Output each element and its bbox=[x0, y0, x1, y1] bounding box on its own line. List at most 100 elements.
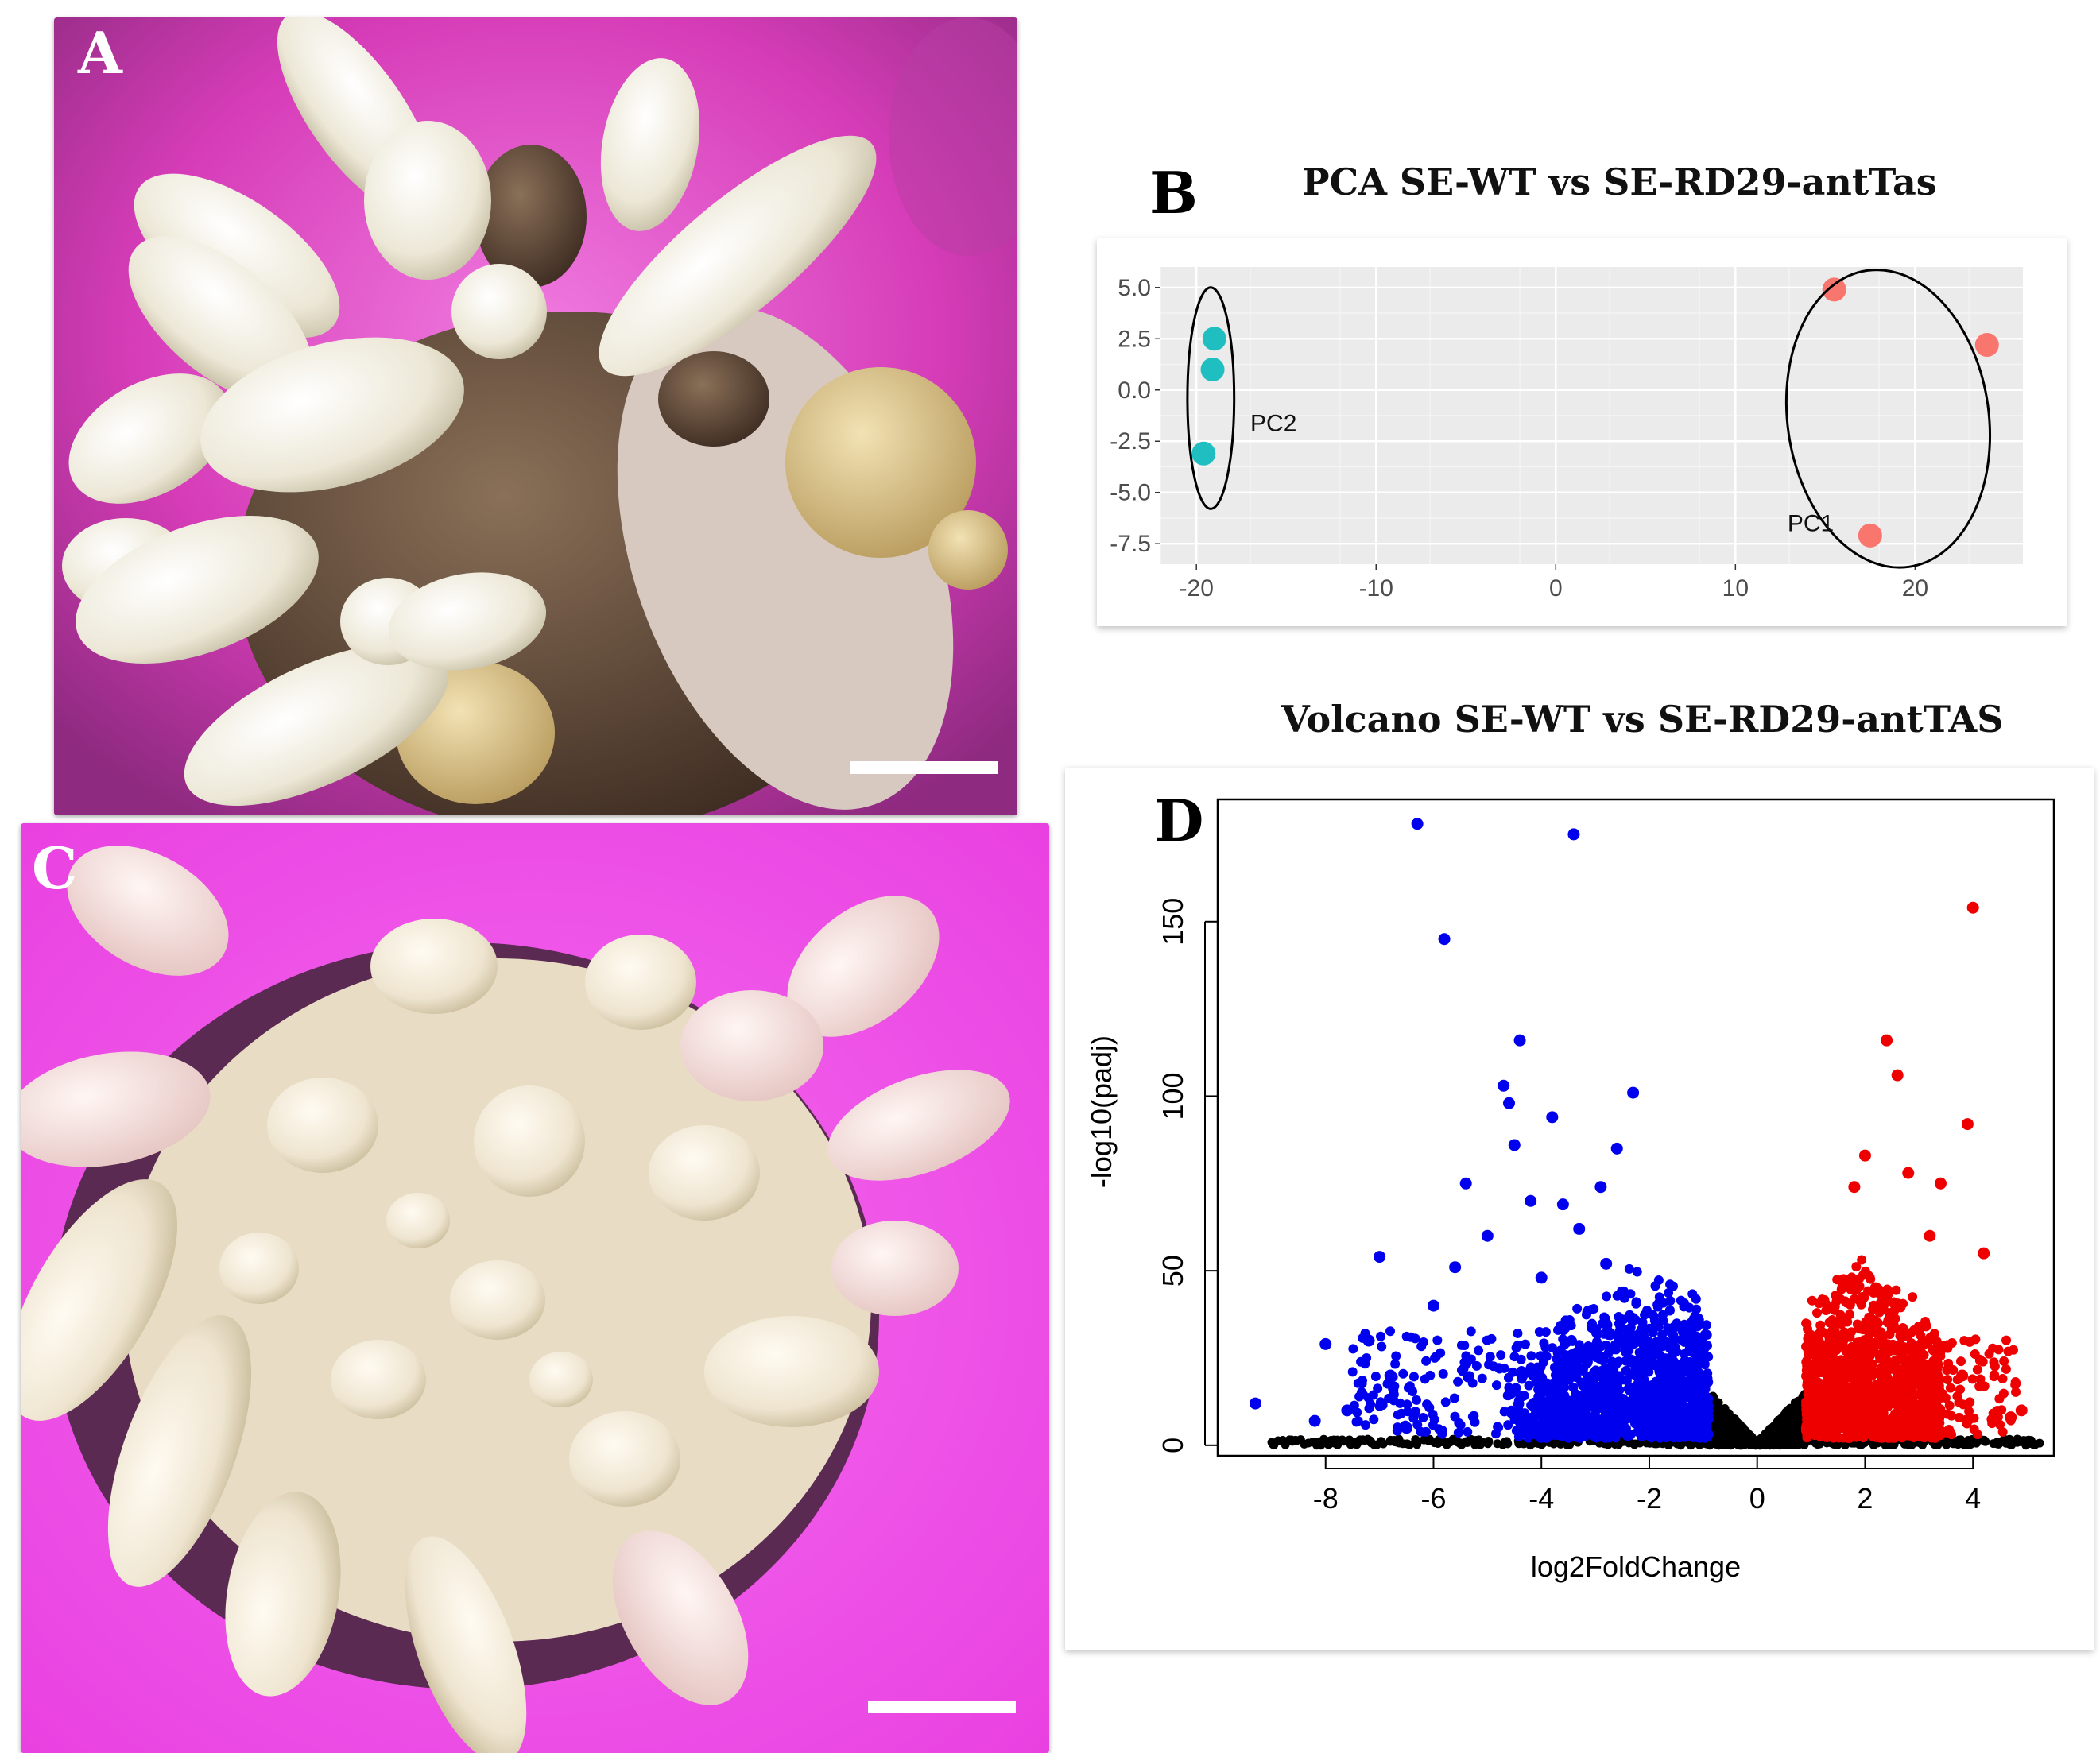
volcano-point-down bbox=[1374, 1401, 1385, 1411]
volcano-point-down bbox=[1481, 1229, 1494, 1242]
volcano-point-down bbox=[1614, 1318, 1624, 1329]
volcano-point-down bbox=[1664, 1305, 1675, 1315]
volcano-point-up bbox=[1966, 901, 1979, 914]
volcano-point-up bbox=[1890, 1314, 1900, 1324]
volcano-point-down bbox=[1438, 1368, 1448, 1379]
volcano-point-up bbox=[1885, 1391, 1896, 1402]
volcano-point-down bbox=[1467, 1378, 1478, 1388]
volcano-point-down bbox=[1562, 1337, 1572, 1348]
volcano-point-up bbox=[2001, 1364, 2011, 1374]
volcano-point-cloud bbox=[1267, 1255, 2044, 1450]
volcano-point-down bbox=[1529, 1411, 1540, 1421]
volcano-point-up bbox=[1807, 1381, 1817, 1391]
pca-x-tick-label: -20 bbox=[1180, 575, 1214, 602]
somatic-embryos-photo-c bbox=[21, 823, 1049, 1753]
volcano-point-ns bbox=[1711, 1418, 1721, 1427]
panel-label-a: A bbox=[78, 19, 122, 87]
volcano-point-ns bbox=[1940, 1439, 1950, 1449]
volcano-point-up bbox=[1948, 1364, 1959, 1375]
volcano-point-up bbox=[1821, 1341, 1831, 1351]
volcano-point-up bbox=[1909, 1400, 1920, 1411]
volcano-point-up bbox=[1805, 1337, 1815, 1347]
volcano-point-down bbox=[1566, 1321, 1576, 1331]
volcano-point-up bbox=[1974, 1354, 1985, 1364]
volcano-point-down bbox=[1474, 1345, 1484, 1356]
volcano-point-ns bbox=[1411, 1434, 1420, 1444]
volcano-point-up bbox=[1814, 1414, 1824, 1424]
volcano-point-up bbox=[1917, 1349, 1928, 1360]
volcano-point-down bbox=[1635, 1405, 1645, 1415]
volcano-point-ns bbox=[1717, 1406, 1726, 1415]
pca-y-tick-label: 0.0 bbox=[1118, 377, 1151, 404]
volcano-point-ns bbox=[2022, 1436, 2032, 1445]
volcano-point-up bbox=[1811, 1349, 1822, 1360]
volcano-point-up bbox=[1885, 1329, 1895, 1340]
volcano-point-down bbox=[1418, 1413, 1428, 1423]
volcano-point-up bbox=[1978, 1247, 1990, 1260]
panel-label-d: D bbox=[1154, 787, 1204, 854]
volcano-point-ns bbox=[1503, 1439, 1513, 1449]
volcano-point-down bbox=[1360, 1359, 1370, 1369]
volcano-point-up bbox=[1851, 1381, 1862, 1391]
volcano-point-up bbox=[1956, 1369, 1969, 1382]
volcano-point-down bbox=[1438, 933, 1451, 946]
volcano-point-down bbox=[1377, 1341, 1387, 1352]
volcano-point-up bbox=[1958, 1399, 1968, 1410]
volcano-point-up bbox=[1881, 1034, 1893, 1047]
pca-x-tick-label: 20 bbox=[1902, 575, 1928, 602]
volcano-point-down bbox=[1351, 1417, 1362, 1427]
volcano-point-down bbox=[1496, 1350, 1506, 1360]
volcano-point-down bbox=[1699, 1344, 1710, 1354]
volcano-point-down bbox=[1538, 1415, 1548, 1426]
volcano-point-down bbox=[1699, 1359, 1710, 1369]
volcano-point-up bbox=[1842, 1298, 1852, 1308]
photo-panel-a bbox=[54, 17, 1017, 815]
volcano-point-down bbox=[1691, 1398, 1701, 1408]
volcano-point-down bbox=[1582, 1378, 1592, 1388]
volcano-point-down bbox=[1503, 1420, 1513, 1430]
volcano-point-down bbox=[1685, 1409, 1695, 1419]
volcano-point-down bbox=[1625, 1430, 1636, 1440]
volcano-point-up bbox=[1918, 1363, 1928, 1373]
volcano-point-up bbox=[1899, 1342, 1909, 1352]
volcano-point-down bbox=[1600, 1392, 1610, 1403]
volcano-point-down bbox=[1637, 1318, 1648, 1328]
volcano-point-down bbox=[1638, 1379, 1649, 1389]
volcano-point-down bbox=[1341, 1404, 1354, 1417]
volcano-point-up bbox=[1972, 1364, 1982, 1375]
volcano-point-up bbox=[1979, 1381, 1990, 1391]
volcano-point-down bbox=[1624, 1263, 1634, 1274]
volcano-point-down bbox=[1425, 1370, 1436, 1380]
volcano-x-tick-label: -4 bbox=[1529, 1482, 1554, 1515]
volcano-point-up bbox=[1866, 1274, 1876, 1284]
volcano-point-ns bbox=[1769, 1424, 1779, 1434]
volcano-point-down bbox=[1680, 1380, 1691, 1391]
volcano-point-up bbox=[1851, 1414, 1862, 1425]
volcano-point-ns bbox=[1323, 1440, 1333, 1449]
volcano-point-ns bbox=[1336, 1436, 1346, 1445]
volcano-point-down bbox=[1641, 1386, 1652, 1396]
volcano-point-down bbox=[1511, 1343, 1521, 1353]
volcano-point-up bbox=[1857, 1255, 1867, 1265]
volcano-point-up bbox=[1989, 1357, 1999, 1368]
volcano-point-down bbox=[1509, 1352, 1520, 1362]
volcano-point-down bbox=[1556, 1198, 1569, 1211]
volcano-y-tick-label: 0 bbox=[1157, 1438, 1189, 1453]
volcano-point-down bbox=[1643, 1340, 1653, 1350]
scale-bar-a bbox=[850, 761, 998, 774]
volcano-point-down bbox=[1534, 1386, 1544, 1396]
volcano-point-down bbox=[1518, 1418, 1529, 1428]
volcano-point-down bbox=[1625, 1369, 1636, 1380]
volcano-point-down bbox=[1370, 1372, 1381, 1382]
volcano-point-down bbox=[1672, 1374, 1683, 1384]
volcano-point-up bbox=[1877, 1407, 1888, 1417]
volcano-point-up bbox=[1869, 1423, 1880, 1434]
volcano-point-down bbox=[1449, 1393, 1459, 1403]
volcano-point-down bbox=[1459, 1364, 1469, 1374]
volcano-point-down bbox=[1471, 1360, 1482, 1371]
volcano-point-down bbox=[1520, 1339, 1530, 1349]
volcano-point-up bbox=[1837, 1282, 1847, 1292]
volcano-point-down bbox=[1612, 1416, 1622, 1426]
volcano-point-up bbox=[1954, 1412, 1964, 1422]
volcano-point-up bbox=[1843, 1384, 1854, 1395]
